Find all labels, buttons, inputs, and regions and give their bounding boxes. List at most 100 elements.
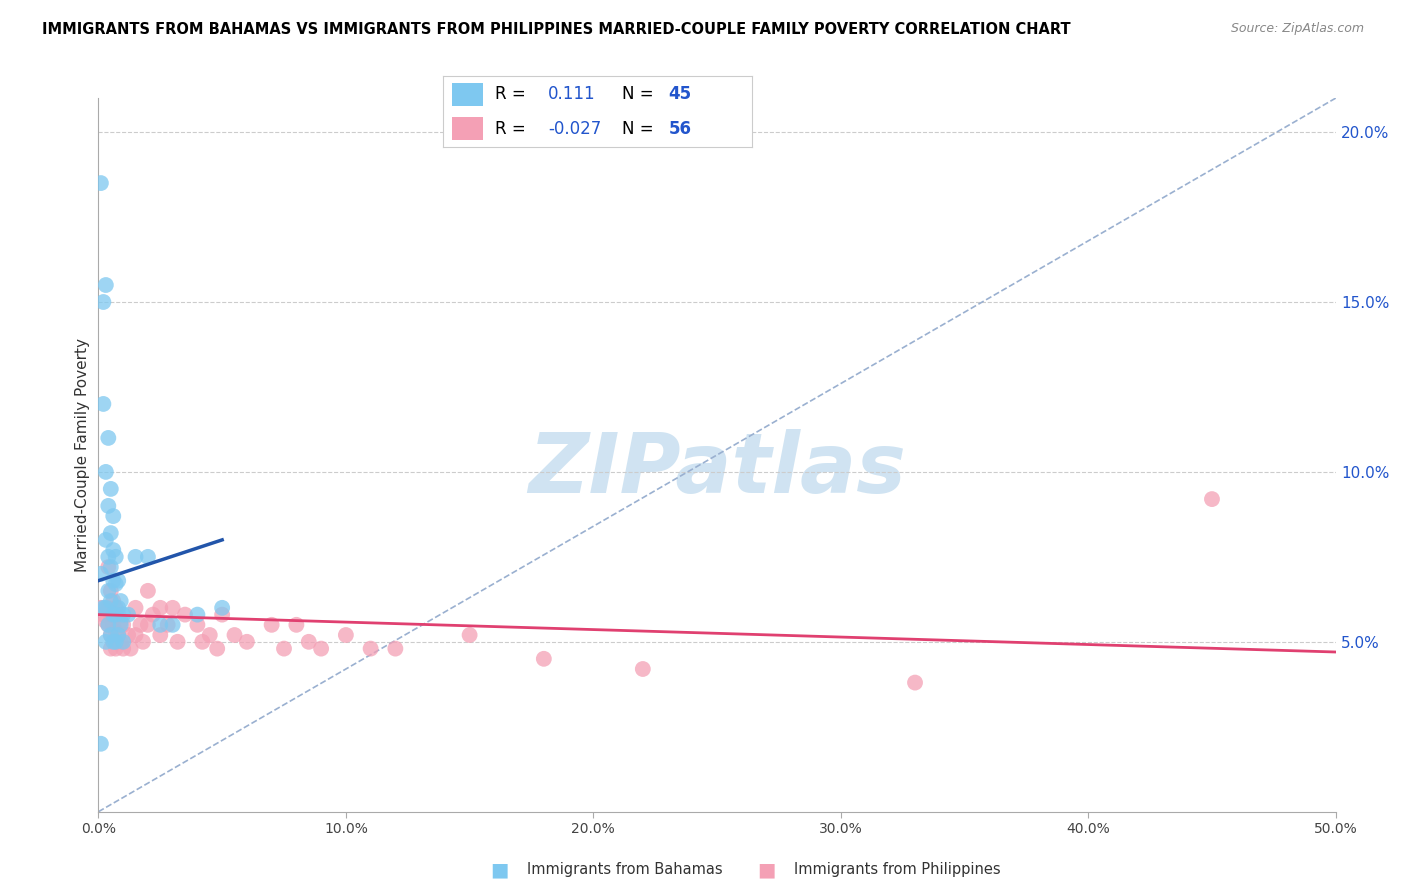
Point bbox=[94, 635, 117, 649]
Point bbox=[124, 628, 146, 642]
Point bbox=[97, 617, 120, 632]
Point bbox=[309, 641, 332, 656]
Point bbox=[104, 641, 127, 656]
Point bbox=[100, 628, 122, 642]
Point bbox=[904, 675, 927, 690]
Text: 56: 56 bbox=[669, 120, 692, 137]
Text: Immigrants from Philippines: Immigrants from Philippines bbox=[794, 863, 1001, 877]
Text: IMMIGRANTS FROM BAHAMAS VS IMMIGRANTS FROM PHILIPPINES MARRIED-COUPLE FAMILY POV: IMMIGRANTS FROM BAHAMAS VS IMMIGRANTS FR… bbox=[42, 22, 1071, 37]
Point bbox=[162, 600, 184, 615]
Point bbox=[110, 635, 132, 649]
Point bbox=[149, 617, 172, 632]
Text: N =: N = bbox=[623, 86, 654, 103]
Point bbox=[97, 431, 120, 445]
Point bbox=[110, 594, 132, 608]
Point bbox=[117, 628, 139, 642]
Point bbox=[186, 617, 208, 632]
Text: 45: 45 bbox=[669, 86, 692, 103]
Point bbox=[285, 617, 308, 632]
Point bbox=[236, 635, 259, 649]
Point bbox=[103, 607, 125, 622]
Point bbox=[104, 624, 127, 639]
Text: Source: ZipAtlas.com: Source: ZipAtlas.com bbox=[1230, 22, 1364, 36]
Point bbox=[107, 628, 129, 642]
Point bbox=[110, 617, 132, 632]
Point bbox=[93, 397, 115, 411]
Point bbox=[120, 641, 142, 656]
Point bbox=[174, 607, 197, 622]
Point bbox=[260, 617, 283, 632]
Point bbox=[103, 635, 125, 649]
Point bbox=[631, 662, 654, 676]
Point bbox=[142, 607, 165, 622]
Point bbox=[132, 635, 155, 649]
Point bbox=[136, 617, 159, 632]
Point bbox=[117, 607, 139, 622]
Point bbox=[93, 295, 115, 310]
Point bbox=[100, 583, 122, 598]
Point bbox=[97, 617, 120, 632]
Point bbox=[335, 628, 357, 642]
Point bbox=[156, 617, 179, 632]
Point bbox=[273, 641, 295, 656]
Text: ■: ■ bbox=[489, 860, 509, 880]
Point bbox=[100, 594, 122, 608]
Point bbox=[104, 607, 127, 622]
Point bbox=[124, 600, 146, 615]
Point bbox=[100, 482, 122, 496]
Point bbox=[533, 652, 555, 666]
Point bbox=[136, 549, 159, 564]
Text: ■: ■ bbox=[756, 860, 776, 880]
Point bbox=[205, 641, 228, 656]
Point bbox=[211, 607, 233, 622]
Point bbox=[90, 566, 112, 581]
Point bbox=[103, 543, 125, 558]
Point bbox=[97, 583, 120, 598]
Point bbox=[211, 600, 233, 615]
Point bbox=[90, 737, 112, 751]
Point bbox=[112, 617, 135, 632]
Point bbox=[94, 533, 117, 547]
Point bbox=[162, 617, 184, 632]
Point bbox=[384, 641, 406, 656]
Point bbox=[186, 607, 208, 622]
Point bbox=[112, 635, 135, 649]
Point bbox=[458, 628, 481, 642]
Point bbox=[104, 549, 127, 564]
Point bbox=[97, 549, 120, 564]
Point bbox=[110, 615, 132, 629]
Y-axis label: Married-Couple Family Poverty: Married-Couple Family Poverty bbox=[75, 338, 90, 572]
Text: N =: N = bbox=[623, 120, 654, 137]
Point bbox=[149, 600, 172, 615]
Point bbox=[100, 607, 122, 622]
Point bbox=[100, 641, 122, 656]
Point bbox=[298, 635, 321, 649]
Point bbox=[129, 617, 152, 632]
Point bbox=[97, 560, 120, 574]
Point bbox=[97, 600, 120, 615]
Point bbox=[224, 628, 246, 642]
Point bbox=[191, 635, 214, 649]
Point bbox=[104, 635, 127, 649]
Point bbox=[198, 628, 221, 642]
Point bbox=[112, 641, 135, 656]
Point bbox=[103, 617, 125, 632]
Point bbox=[104, 577, 127, 591]
Point bbox=[94, 600, 117, 615]
Point bbox=[90, 600, 112, 615]
Point bbox=[107, 628, 129, 642]
Point bbox=[360, 641, 382, 656]
Point bbox=[97, 499, 120, 513]
Point bbox=[90, 686, 112, 700]
Point bbox=[93, 600, 115, 615]
Point bbox=[1201, 492, 1223, 507]
Point bbox=[149, 628, 172, 642]
Text: 0.111: 0.111 bbox=[548, 86, 596, 103]
Point bbox=[107, 574, 129, 588]
Point bbox=[94, 465, 117, 479]
Point bbox=[93, 607, 115, 622]
Point bbox=[104, 600, 127, 615]
Text: R =: R = bbox=[495, 86, 526, 103]
Point bbox=[103, 574, 125, 588]
Point bbox=[94, 615, 117, 629]
